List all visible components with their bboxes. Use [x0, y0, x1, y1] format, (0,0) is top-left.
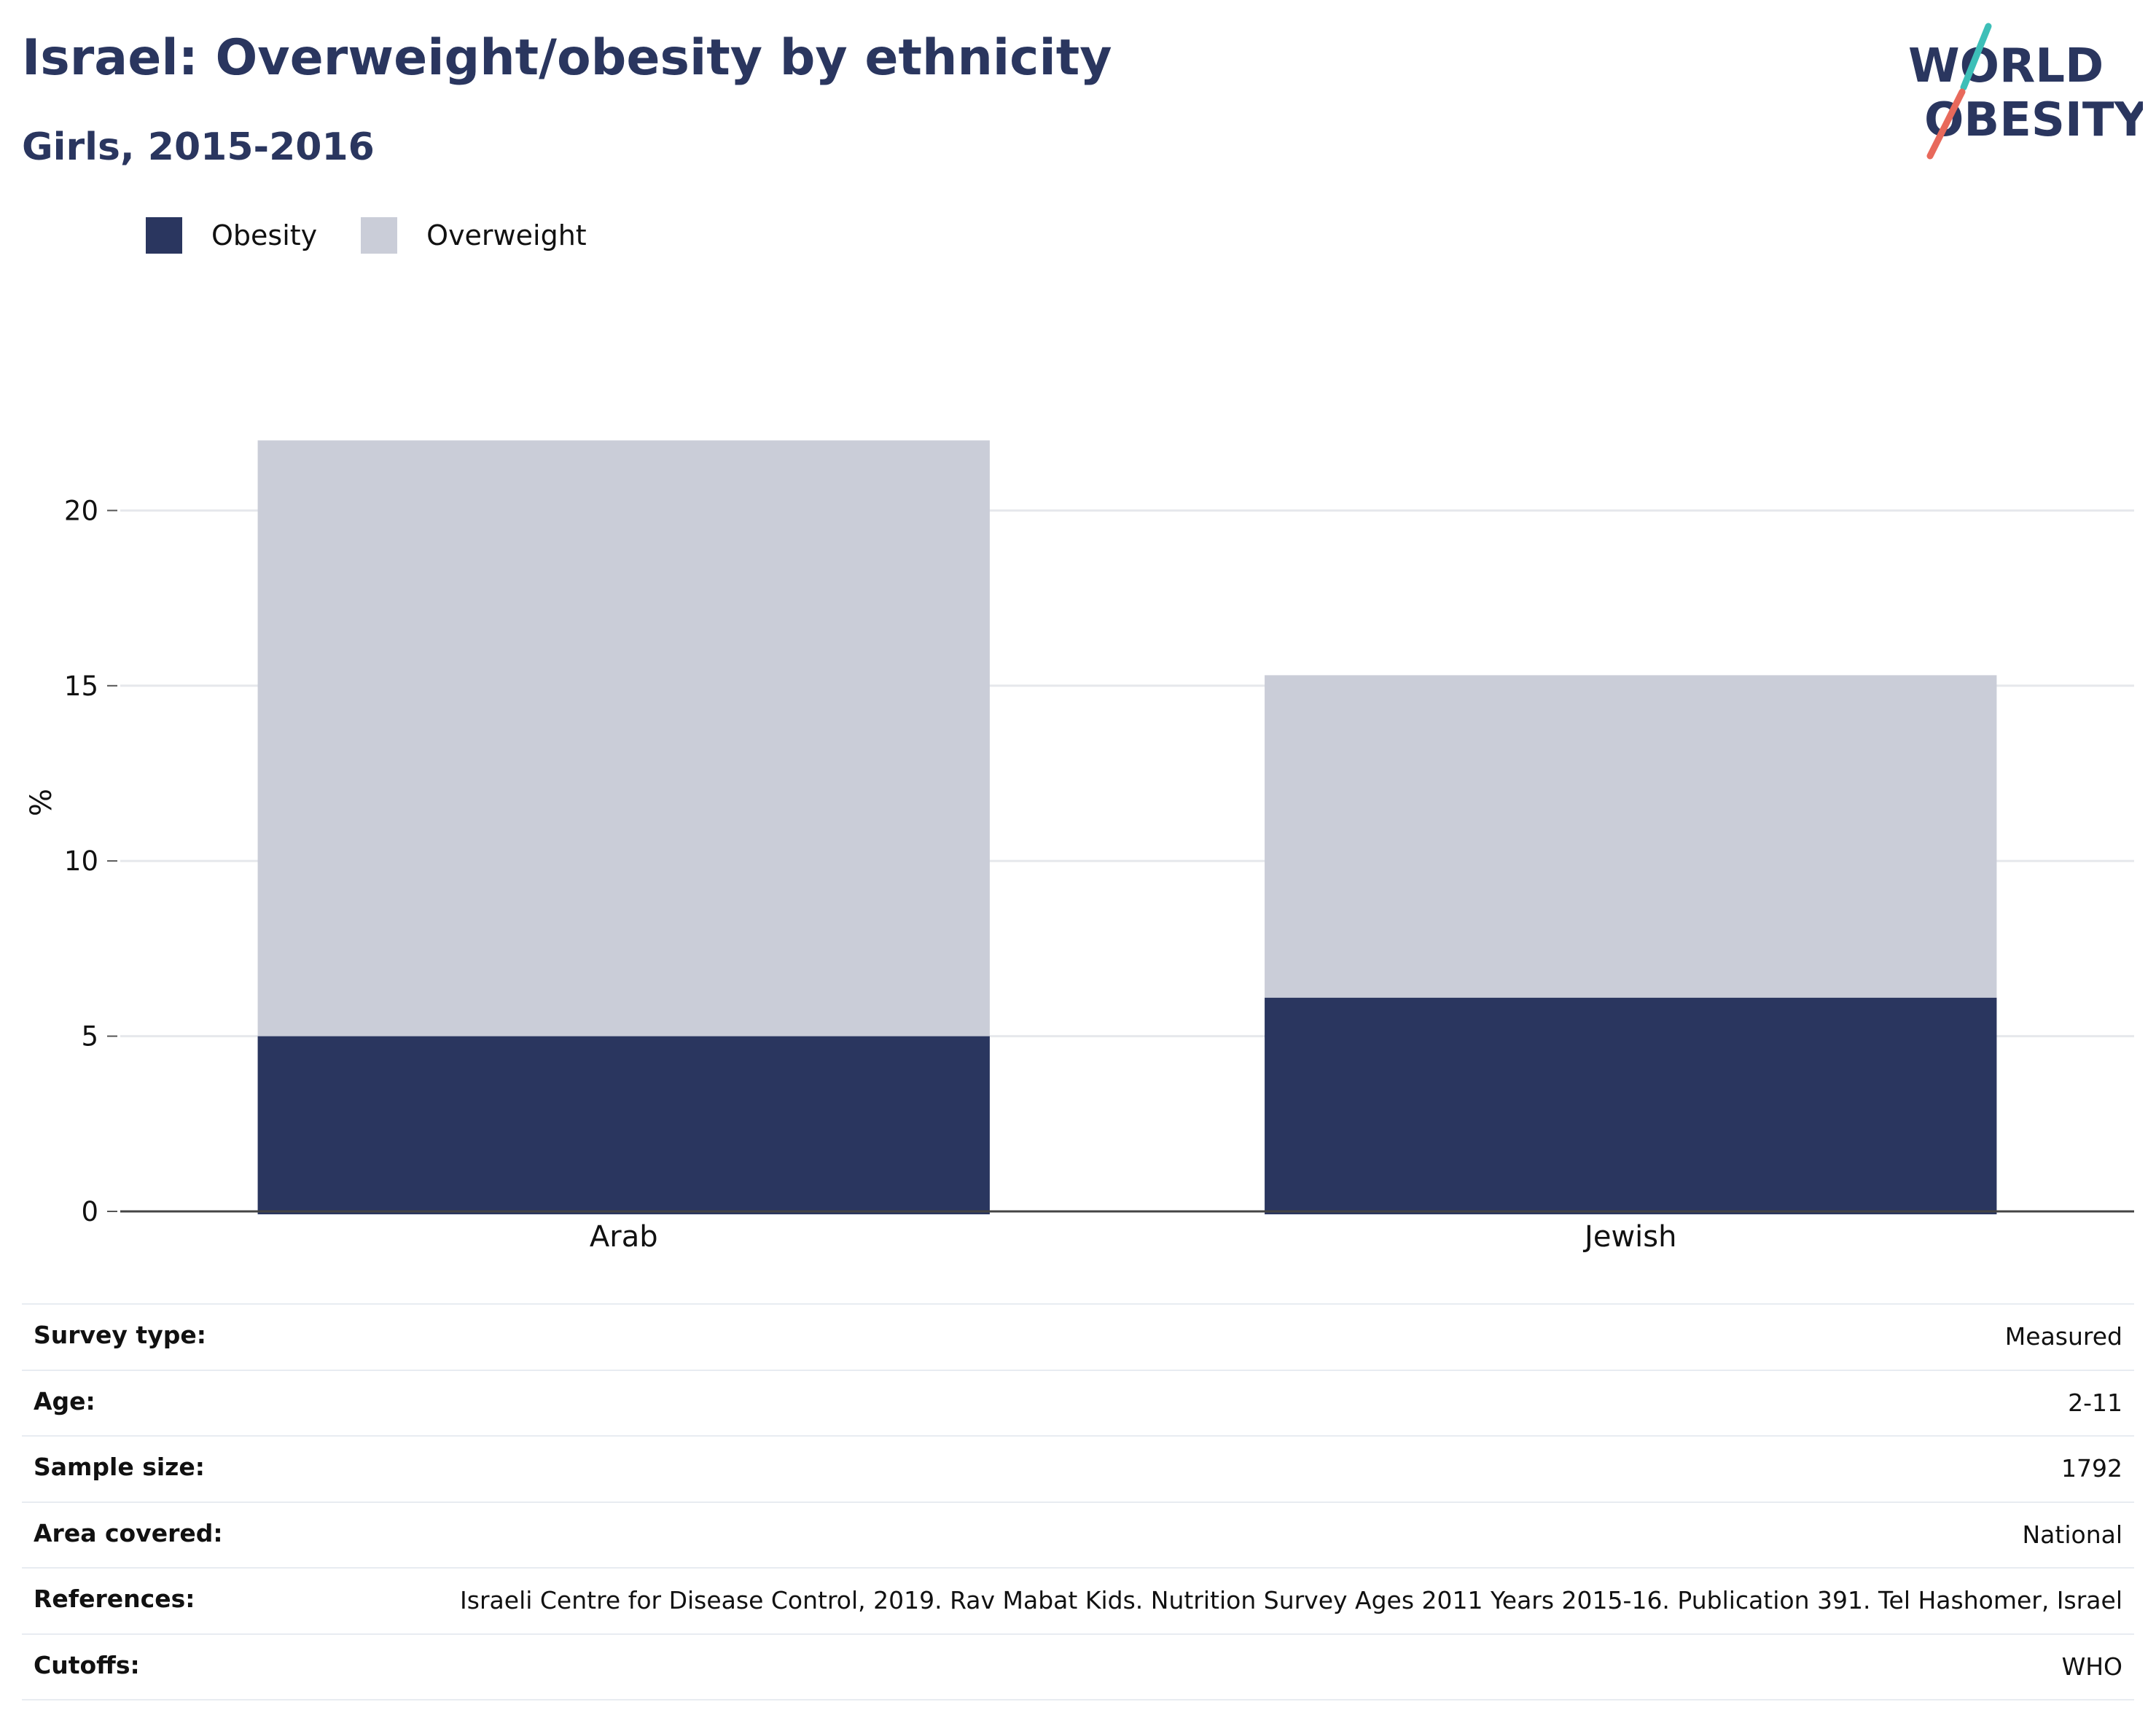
info-key: Survey type:	[34, 1321, 206, 1349]
info-key: Area covered:	[34, 1518, 223, 1547]
info-row-sample-size: Sample size: 1792	[22, 1435, 2134, 1501]
y-tick-label: 10	[64, 845, 98, 877]
y-tick-label: 5	[81, 1021, 98, 1052]
info-value: National	[2022, 1520, 2122, 1549]
info-value: Israeli Centre for Disease Control, 2019…	[460, 1586, 2122, 1615]
x-tick-label: Jewish	[1582, 1220, 1676, 1254]
legend-label-obesity: Obesity	[211, 219, 318, 251]
chart-legend: Obesity Overweight	[146, 217, 630, 254]
world-obesity-logo: WORLD OBESITY	[1895, 15, 2143, 160]
chart-title: Israel: Overweight/obesity by ethnicity	[22, 29, 1112, 87]
info-key: References:	[34, 1585, 195, 1614]
info-row-references: References: Israeli Centre for Disease C…	[22, 1567, 2134, 1633]
legend-swatch-overweight	[361, 217, 398, 254]
world-obesity-logo-graphic: WORLD OBESITY	[1908, 23, 2143, 160]
info-value: 2-11	[2068, 1388, 2122, 1417]
info-value: 1792	[2061, 1454, 2122, 1483]
legend-item-obesity: Obesity	[146, 217, 317, 254]
y-tick-label: 0	[81, 1196, 98, 1227]
y-axis-label: %	[25, 789, 58, 816]
info-key: Age:	[34, 1386, 95, 1415]
stacked-bar-chart: 0 5 10 15 20% Arab Jewish	[25, 440, 2134, 1254]
info-row-survey-type: Survey type: Measured	[22, 1303, 2134, 1370]
y-tick-label: 20	[64, 495, 98, 526]
info-key: Sample size:	[34, 1453, 205, 1482]
info-row-area-covered: Area covered: National	[22, 1501, 2134, 1568]
survey-info-table: Survey type: Measured Age: 2-11 Sample s…	[22, 1303, 2134, 1701]
svg-text:WORLD: WORLD	[1908, 39, 2104, 93]
chart-subtitle: Girls, 2015-2016	[22, 125, 375, 169]
legend-label-overweight: Overweight	[426, 219, 587, 251]
x-tick-label: Arab	[590, 1220, 658, 1254]
info-row-cutoffs: Cutoffs: WHO	[22, 1633, 2134, 1701]
legend-swatch-obesity	[146, 217, 182, 254]
info-value: Measured	[2004, 1322, 2122, 1351]
info-value: WHO	[2061, 1652, 2122, 1681]
bar-obesity-arab	[257, 1036, 990, 1214]
bar-overweight-arab	[257, 440, 990, 1036]
info-key: Cutoffs:	[34, 1650, 140, 1679]
bar-obesity-jewish	[1265, 997, 1997, 1214]
info-row-age: Age: 2-11	[22, 1369, 2134, 1436]
bar-overweight-jewish	[1265, 675, 1997, 998]
legend-item-overweight: Overweight	[361, 217, 587, 254]
y-tick-label: 15	[64, 671, 98, 702]
svg-text:OBESITY: OBESITY	[1924, 93, 2143, 147]
